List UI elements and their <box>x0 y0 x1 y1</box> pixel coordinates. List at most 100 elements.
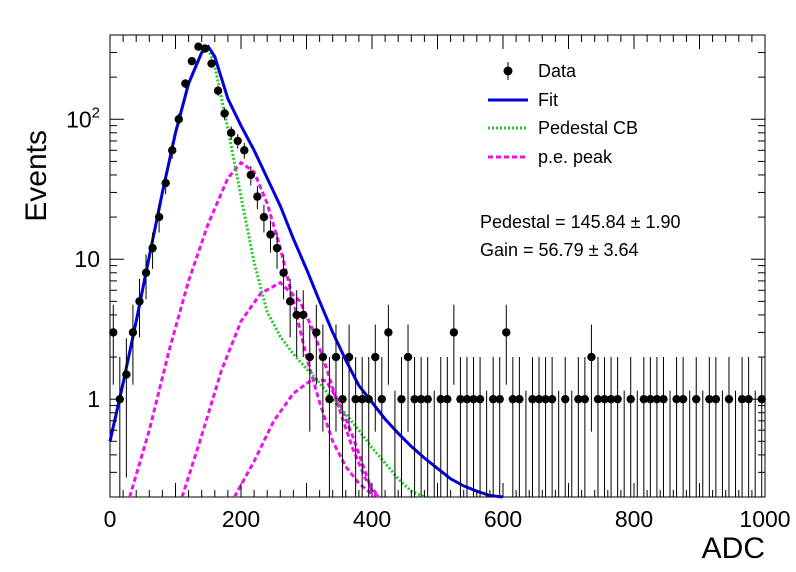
pedestal-curve <box>108 46 426 499</box>
y-tick-label: 102 <box>66 104 100 132</box>
data-point <box>377 357 387 497</box>
data-point <box>226 126 236 141</box>
data-point <box>135 278 144 338</box>
data-point <box>436 357 445 497</box>
x-tick-label: 800 <box>615 506 653 532</box>
data-point <box>305 324 314 432</box>
data-point <box>462 357 472 497</box>
data-point <box>207 59 216 68</box>
data-point <box>574 357 583 497</box>
legend-item-data: Data <box>503 61 577 81</box>
data-point <box>443 357 452 497</box>
data-point <box>168 142 177 159</box>
data-point <box>331 324 341 432</box>
data-point <box>344 324 354 432</box>
legend-marker <box>503 66 513 76</box>
pe-peak-curve-3 <box>233 377 374 498</box>
data-point <box>351 357 360 497</box>
pe-peak-curve-1 <box>128 160 383 499</box>
data-point <box>253 186 262 210</box>
data-point <box>469 357 478 497</box>
data-point <box>639 357 649 497</box>
data-point <box>502 304 511 385</box>
legend-label-data: Data <box>538 61 577 81</box>
data-layer <box>109 42 766 497</box>
x-tick-label: 1000 <box>739 506 790 532</box>
legend: Data Fit Pedestal CB p.e. peak <box>488 61 638 167</box>
data-point <box>357 357 367 497</box>
pe-peak-curve-2 <box>180 280 380 498</box>
ticks-layer <box>109 34 766 498</box>
data-point <box>678 357 688 497</box>
legend-item-fit: Fit <box>488 90 558 110</box>
fit-curve <box>108 44 504 499</box>
data-point <box>194 42 203 51</box>
data-point <box>534 357 544 497</box>
y-tick-label: 10 <box>74 246 100 272</box>
data-point <box>495 357 504 497</box>
data-point <box>659 357 668 497</box>
stats-gain: Gain = 56.79 ± 3.64 <box>480 240 639 260</box>
data-point <box>279 254 288 300</box>
data-point <box>580 357 590 497</box>
data-point <box>600 357 609 497</box>
data-point <box>652 357 662 497</box>
data-point <box>312 304 321 385</box>
data-point <box>141 254 151 300</box>
stats-pedestal: Pedestal = 145.84 ± 1.90 <box>480 212 681 232</box>
data-point <box>299 290 308 358</box>
data-point <box>266 220 275 253</box>
data-point <box>181 79 190 89</box>
data-point <box>416 357 426 497</box>
data-point <box>325 357 334 497</box>
data-point <box>744 357 753 497</box>
data-point <box>154 204 164 233</box>
data-point <box>737 357 747 497</box>
x-tick-label: 400 <box>353 506 391 532</box>
data-point <box>364 357 373 497</box>
data-point <box>508 357 518 497</box>
data-point <box>200 44 210 53</box>
y-axis-title: Events <box>20 130 53 222</box>
data-point <box>705 357 714 497</box>
data-point <box>371 324 380 432</box>
data-point <box>449 304 459 385</box>
data-point <box>724 357 734 497</box>
data-point <box>587 324 596 432</box>
data-point <box>246 166 256 186</box>
data-point <box>488 357 498 497</box>
data-point <box>541 357 550 497</box>
data-point <box>384 304 393 385</box>
data-point <box>220 107 229 120</box>
data-point <box>128 304 138 385</box>
y-tick-label: 1 <box>87 386 100 412</box>
curves-layer <box>108 44 504 499</box>
data-point <box>547 357 557 497</box>
data-point <box>561 357 570 497</box>
data-point <box>403 324 413 432</box>
data-point <box>528 357 537 497</box>
data-point <box>122 338 131 478</box>
data-point <box>626 357 635 497</box>
x-axis-title: ADC <box>702 532 765 565</box>
data-point <box>148 232 157 269</box>
legend-label-pedestal: Pedestal CB <box>538 118 638 138</box>
data-point <box>711 357 721 497</box>
x-tick-labels: 0 200 400 600 800 1000 <box>104 506 791 532</box>
x-tick-label: 0 <box>104 506 117 532</box>
data-point <box>606 357 616 497</box>
data-point <box>285 278 295 338</box>
data-point <box>213 86 223 96</box>
legend-item-pe-peak: p.e. peak <box>488 147 613 167</box>
data-point <box>240 142 249 159</box>
data-point <box>397 357 406 497</box>
plot-frame <box>109 34 766 498</box>
data-point <box>410 357 419 497</box>
data-point <box>161 173 170 195</box>
data-point <box>318 324 328 432</box>
data-point <box>292 290 301 358</box>
data-point <box>233 134 242 149</box>
data-point <box>259 204 269 233</box>
data-point <box>475 357 485 497</box>
